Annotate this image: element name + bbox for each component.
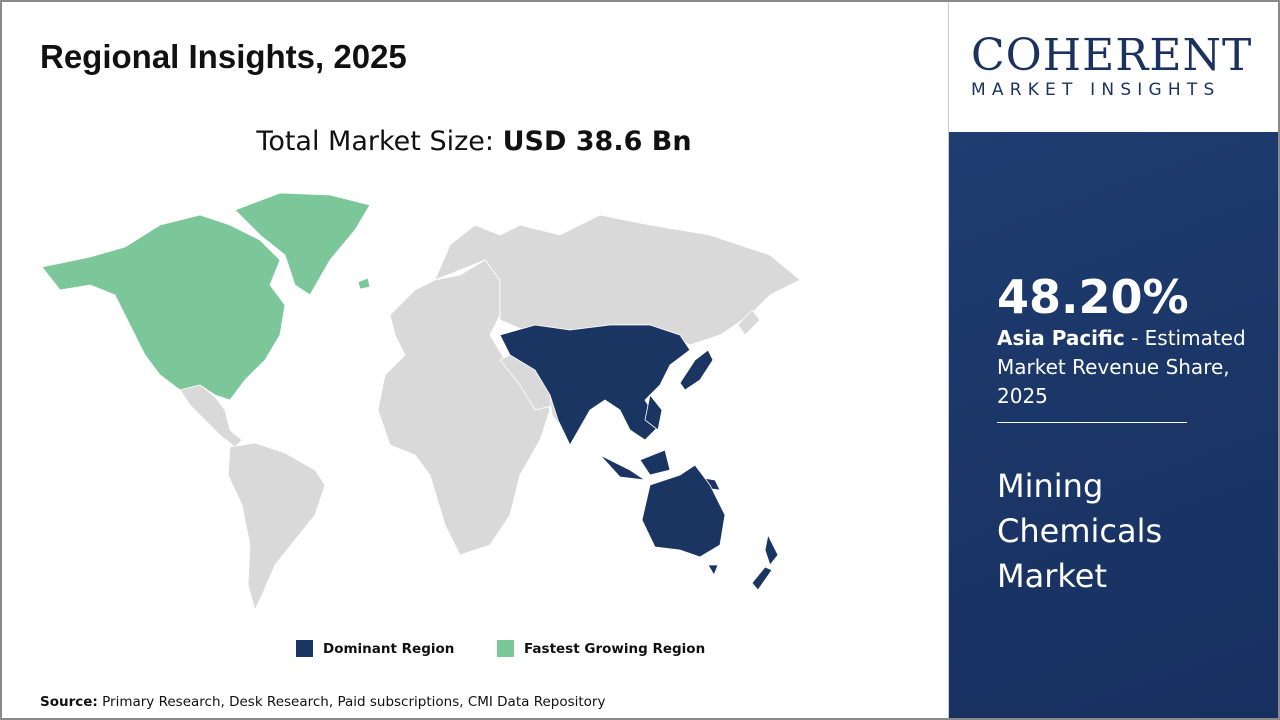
north-america-region [41,214,286,401]
stats-panel: 48.20% Asia Pacific - Estimated Market R… [949,132,1280,720]
world-map [41,192,801,612]
share-description: Asia Pacific - Estimated Market Revenue … [997,326,1246,408]
source-note: Source: Primary Research, Desk Research,… [40,694,606,710]
greenland [234,192,371,296]
total-market-size: Total Market Size: USD 38.6 Bn [256,126,692,157]
share-value: 48.20% [997,270,1189,324]
side-panel: COHERENT MARKET INSIGHTS 48.20% Asia Pac… [948,0,1280,720]
legend-fastest: Fastest Growing Region [497,640,705,657]
new-zealand [751,533,779,591]
central-america [179,384,243,448]
fastest-swatch [497,640,514,657]
company-logo: COHERENT MARKET INSIGHTS [949,0,1280,132]
market-size-value: USD 38.6 Bn [502,126,692,157]
asia-pacific-region [499,324,691,446]
legend-dominant: Dominant Region [296,640,454,657]
page-title: Regional Insights, 2025 [40,38,407,75]
southeast-asia-islands [599,394,721,491]
divider [997,422,1187,423]
market-name: Mining Chemicals Market [997,467,1163,595]
japan [679,349,714,391]
dominant-swatch [296,640,313,657]
south-america [227,442,326,612]
australia [641,464,726,558]
